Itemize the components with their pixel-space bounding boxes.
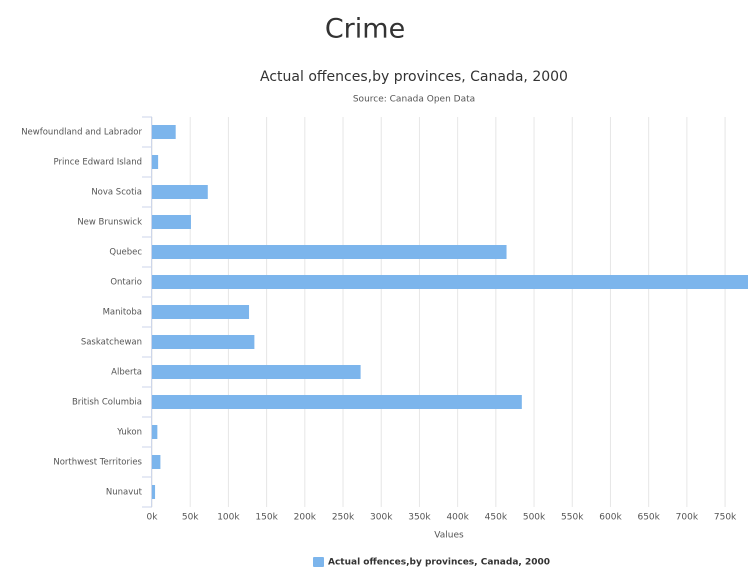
bar bbox=[152, 425, 158, 439]
x-tick-label: 700k bbox=[676, 513, 699, 523]
bar bbox=[152, 455, 161, 469]
x-tick-label: 0k bbox=[147, 513, 159, 523]
x-tick-label: 400k bbox=[446, 513, 469, 523]
page-title: Crime bbox=[325, 14, 405, 45]
chart-title: Actual offences,by provinces, Canada, 20… bbox=[260, 69, 568, 85]
bar bbox=[152, 215, 191, 229]
y-tick-label: Quebec bbox=[109, 248, 142, 258]
x-tick-label: 50k bbox=[182, 513, 199, 523]
y-tick-label: Newfoundland and Labrador bbox=[21, 128, 142, 138]
y-tick-label: Northwest Territories bbox=[53, 458, 142, 468]
y-tick-label: Saskatchewan bbox=[81, 338, 142, 348]
y-tick-label: Alberta bbox=[111, 368, 142, 378]
x-tick-label: 150k bbox=[255, 513, 278, 523]
x-tick-label: 100k bbox=[217, 513, 240, 523]
bar bbox=[152, 125, 176, 139]
bar bbox=[152, 395, 522, 409]
bar bbox=[152, 245, 507, 259]
y-tick-label: Prince Edward Island bbox=[54, 158, 142, 168]
bar bbox=[152, 335, 255, 349]
legend-swatch bbox=[313, 557, 324, 567]
bar bbox=[152, 485, 156, 499]
x-tick-label: 450k bbox=[485, 513, 508, 523]
x-tick-label: 600k bbox=[599, 513, 622, 523]
y-tick-label: Nova Scotia bbox=[91, 188, 142, 198]
x-tick-label: 250k bbox=[332, 513, 355, 523]
x-tick-label: 300k bbox=[370, 513, 393, 523]
bar bbox=[152, 275, 748, 289]
y-tick-label: New Brunswick bbox=[77, 218, 142, 228]
chart-subtitle: Source: Canada Open Data bbox=[353, 95, 475, 105]
y-tick-label: Nunavut bbox=[106, 488, 143, 498]
legend-label: Actual offences,by provinces, Canada, 20… bbox=[328, 558, 550, 568]
x-tick-label: 200k bbox=[294, 513, 317, 523]
y-tick-label: Ontario bbox=[110, 278, 142, 288]
y-tick-label: Yukon bbox=[116, 428, 142, 438]
x-tick-label: 350k bbox=[408, 513, 431, 523]
x-tick-label: 500k bbox=[523, 513, 546, 523]
bar bbox=[152, 185, 208, 199]
y-tick-label: Manitoba bbox=[103, 308, 142, 318]
bar bbox=[152, 155, 159, 169]
y-tick-label: British Columbia bbox=[72, 398, 142, 408]
x-tick-label: 650k bbox=[637, 513, 660, 523]
bar bbox=[152, 305, 250, 319]
x-axis-label: Values bbox=[434, 531, 464, 541]
x-tick-label: 750k bbox=[714, 513, 737, 523]
x-tick-label: 550k bbox=[561, 513, 584, 523]
bar bbox=[152, 365, 361, 379]
